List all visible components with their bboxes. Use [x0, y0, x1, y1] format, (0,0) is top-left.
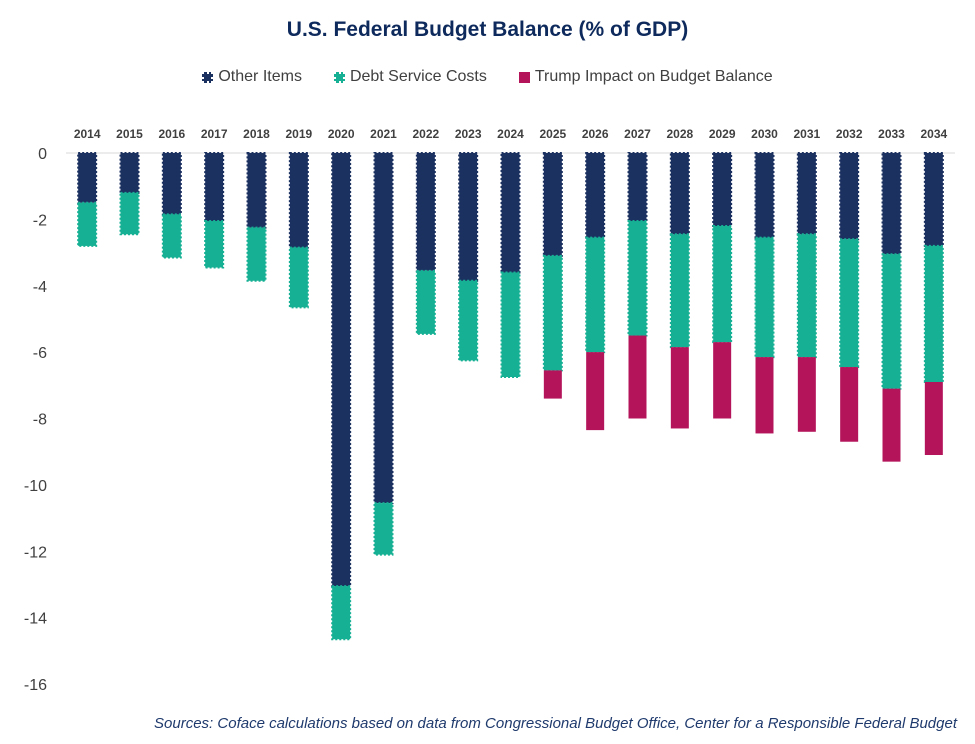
source-note: Sources: Coface calculations based on da…	[154, 715, 957, 732]
legend-swatch-debt-service	[333, 71, 345, 83]
bar-other-items-2021	[373, 152, 394, 505]
bar-trump-impact-2027	[628, 335, 647, 419]
x-tick-label: 2033	[878, 127, 905, 141]
bar-debt-service-2014	[77, 201, 98, 247]
legend-swatch-other-items	[202, 71, 214, 83]
bar-trump-impact-2028	[670, 347, 689, 429]
bar-other-items-2029	[712, 152, 733, 228]
bar-debt-service-2029	[712, 225, 733, 344]
x-tick-label: 2016	[158, 127, 185, 141]
x-tick-label: 2024	[497, 127, 524, 141]
bar-trump-impact-2033	[882, 388, 901, 462]
x-tick-label: 2030	[751, 127, 778, 141]
bar-debt-service-2027	[627, 220, 648, 337]
bar-other-items-2020	[331, 152, 352, 588]
x-tick-label: 2018	[243, 127, 270, 141]
y-tick-label: -10	[24, 478, 47, 495]
bar-debt-service-2028	[669, 233, 690, 349]
legend-label-trump-impact: Trump Impact on Budget Balance	[534, 68, 773, 85]
x-tick-label: 2023	[455, 127, 482, 141]
x-tick-label: 2019	[285, 127, 312, 141]
y-tick-label: -14	[24, 611, 47, 628]
bar-debt-service-2033	[881, 253, 902, 390]
x-tick-label: 2028	[666, 127, 693, 141]
bar-debt-service-2032	[839, 238, 860, 369]
bar-trump-impact-2026	[586, 352, 605, 431]
y-tick-label: -6	[33, 345, 47, 362]
x-tick-label: 2031	[793, 127, 820, 141]
y-tick-label: 0	[38, 146, 47, 163]
x-tick-label: 2027	[624, 127, 651, 141]
chart-legend: Other Items Debt Service Costs Trump Imp…	[0, 66, 975, 88]
y-tick-label: -12	[24, 544, 47, 561]
bar-debt-service-2017	[204, 220, 225, 269]
bar-other-items-2032	[839, 152, 860, 241]
x-tick-label: 2014	[74, 127, 101, 141]
legend-swatch-trump-impact	[518, 71, 530, 83]
bar-other-items-2025	[542, 152, 563, 257]
bar-debt-service-2025	[542, 254, 563, 372]
bar-trump-impact-2029	[713, 342, 732, 419]
legend-label-other-items: Other Items	[218, 68, 302, 85]
bar-debt-service-2024	[500, 271, 521, 379]
x-axis: 2014 2015 2016 2017 2018 2019 2020 2021 2022 2023…	[74, 127, 948, 141]
bar-other-items-2014	[77, 152, 98, 204]
legend-item-debt-service: Debt Service Costs	[333, 66, 487, 88]
bar-other-items-2016	[161, 152, 182, 216]
bar-trump-impact-2031	[797, 357, 816, 432]
y-tick-label: -8	[33, 412, 47, 429]
x-tick-label: 2015	[116, 127, 143, 141]
bar-trump-impact-2025	[543, 370, 562, 399]
bar-other-items-2028	[669, 152, 690, 236]
bar-trump-impact-2030	[755, 357, 774, 434]
y-tick-label: -2	[33, 212, 47, 229]
bar-debt-service-2031	[796, 233, 817, 359]
bar-other-items-2017	[204, 152, 225, 223]
x-tick-label: 2032	[836, 127, 863, 141]
bar-other-items-2019	[288, 152, 309, 249]
bar-other-items-2031	[796, 152, 817, 236]
bar-debt-service-2030	[754, 236, 775, 359]
bar-other-items-2027	[627, 152, 648, 223]
bar-debt-service-2021	[373, 502, 394, 556]
bar-other-items-2023	[458, 152, 479, 282]
bar-other-items-2024	[500, 152, 521, 274]
bar-debt-service-2019	[288, 246, 309, 309]
x-tick-label: 2029	[709, 127, 736, 141]
legend-label-debt-service: Debt Service Costs	[349, 68, 487, 85]
bar-other-items-2030	[754, 152, 775, 239]
bar-other-items-2034	[923, 152, 944, 247]
bar-debt-service-2015	[119, 191, 140, 236]
bar-debt-service-2026	[585, 236, 606, 354]
x-tick-label: 2025	[539, 127, 566, 141]
x-tick-label: 2022	[412, 127, 439, 141]
bars	[77, 152, 944, 641]
bar-other-items-2015	[119, 152, 140, 194]
x-tick-label: 2017	[201, 127, 228, 141]
x-tick-label: 2026	[582, 127, 609, 141]
x-tick-label: 2034	[920, 127, 947, 141]
bar-debt-service-2034	[923, 244, 944, 383]
chart-title: U.S. Federal Budget Balance (% of GDP)	[286, 18, 689, 41]
bar-other-items-2018	[246, 152, 267, 229]
bar-trump-impact-2034	[924, 381, 943, 456]
bar-debt-service-2020	[331, 585, 352, 641]
x-tick-label: 2020	[328, 127, 355, 141]
y-tick-label: -4	[33, 279, 47, 296]
bar-debt-service-2023	[458, 279, 479, 362]
y-tick-label: -16	[24, 677, 47, 694]
bar-other-items-2022	[415, 152, 436, 272]
bar-debt-service-2022	[415, 269, 436, 335]
legend-item-other-items: Other Items	[202, 66, 302, 88]
bar-debt-service-2018	[246, 226, 267, 282]
x-tick-label: 2021	[370, 127, 397, 141]
bar-other-items-2033	[881, 152, 902, 256]
bar-debt-service-2016	[161, 213, 182, 259]
bar-trump-impact-2032	[840, 367, 859, 442]
legend-item-trump-impact: Trump Impact on Budget Balance	[518, 66, 773, 88]
bar-other-items-2026	[585, 152, 606, 239]
